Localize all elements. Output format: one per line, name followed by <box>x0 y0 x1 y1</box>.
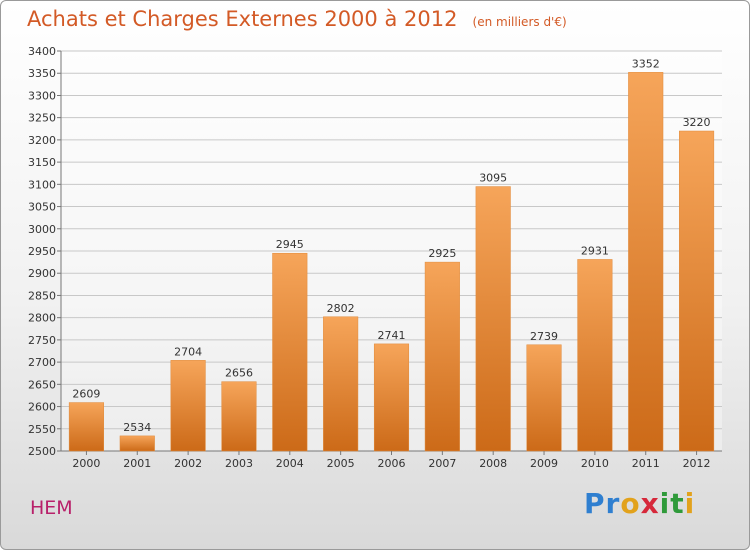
y-tick-label: 3350 <box>28 67 56 80</box>
y-tick-label: 2750 <box>28 334 56 347</box>
bar-value-label: 2534 <box>123 421 151 434</box>
place-name: HEM <box>30 497 73 519</box>
y-tick-label: 3050 <box>28 201 56 214</box>
x-tick-label: 2004 <box>276 457 304 470</box>
bar-value-label: 3095 <box>479 172 507 185</box>
bar <box>272 252 308 452</box>
y-tick-label: 2950 <box>28 245 56 258</box>
chart-title: Achats et Charges Externes 2000 à 2012 (… <box>27 7 567 31</box>
y-tick-label: 3000 <box>28 223 56 236</box>
x-tick-label: 2009 <box>530 457 558 470</box>
x-tick-label: 2003 <box>225 457 253 470</box>
brand-logo-letter: P <box>584 487 606 520</box>
bar <box>170 360 206 452</box>
bar <box>679 130 715 452</box>
bar-value-label: 2609 <box>72 388 100 401</box>
y-tick-label: 2800 <box>28 312 56 325</box>
y-tick-label: 2550 <box>28 423 56 436</box>
bar-value-label: 3352 <box>632 57 660 70</box>
brand-logo-letter: r <box>605 487 621 520</box>
bar <box>475 186 511 452</box>
bar-value-label: 2741 <box>378 329 406 342</box>
bar-value-label: 2945 <box>276 238 304 251</box>
bar-value-label: 2931 <box>581 244 609 257</box>
bar <box>119 435 155 452</box>
x-tick-label: 2006 <box>378 457 406 470</box>
bar-value-label: 3220 <box>683 116 711 129</box>
bar <box>373 343 410 452</box>
x-tick-label: 2002 <box>174 457 202 470</box>
bar-value-label: 2656 <box>225 367 253 380</box>
brand-logo-letter: x <box>640 487 660 520</box>
bar <box>526 344 562 452</box>
chart-unit-label: (en milliers d'€) <box>472 15 567 29</box>
y-tick-label: 2850 <box>28 289 56 302</box>
bar-value-label: 2704 <box>174 345 202 358</box>
bar <box>424 261 460 452</box>
x-tick-label: 2000 <box>72 457 100 470</box>
x-tick-label: 2001 <box>123 457 151 470</box>
bar <box>323 316 359 452</box>
x-tick-label: 2011 <box>632 457 660 470</box>
x-tick-label: 2012 <box>683 457 711 470</box>
bar-value-label: 2925 <box>428 247 456 260</box>
brand-logo-letter: o <box>620 487 641 520</box>
chart-title-text: Achats et Charges Externes 2000 à 2012 <box>27 7 458 31</box>
x-tick-label: 2008 <box>479 457 507 470</box>
y-tick-label: 2700 <box>28 356 56 369</box>
y-tick-label: 2650 <box>28 378 56 391</box>
bar <box>628 72 664 452</box>
brand-logo: Proxiti <box>584 487 695 520</box>
y-tick-label: 3250 <box>28 112 56 125</box>
y-tick-label: 2900 <box>28 267 56 280</box>
bar <box>221 381 257 452</box>
bar <box>68 402 104 452</box>
bar-value-label: 2739 <box>530 330 558 343</box>
brand-logo-letter: i <box>684 487 696 520</box>
y-tick-label: 3400 <box>28 45 56 58</box>
bar <box>577 259 613 452</box>
y-tick-label: 3100 <box>28 178 56 191</box>
x-tick-label: 2010 <box>581 457 609 470</box>
y-tick-label: 3150 <box>28 156 56 169</box>
y-tick-label: 3200 <box>28 134 56 147</box>
brand-logo-letter: t <box>670 487 685 520</box>
x-tick-label: 2007 <box>428 457 456 470</box>
brand-logo-letter: i <box>659 487 671 520</box>
y-tick-label: 2600 <box>28 401 56 414</box>
bar-value-label: 2802 <box>327 302 355 315</box>
y-tick-label: 2500 <box>28 445 56 458</box>
y-tick-label: 3300 <box>28 89 56 102</box>
x-tick-label: 2005 <box>327 457 355 470</box>
